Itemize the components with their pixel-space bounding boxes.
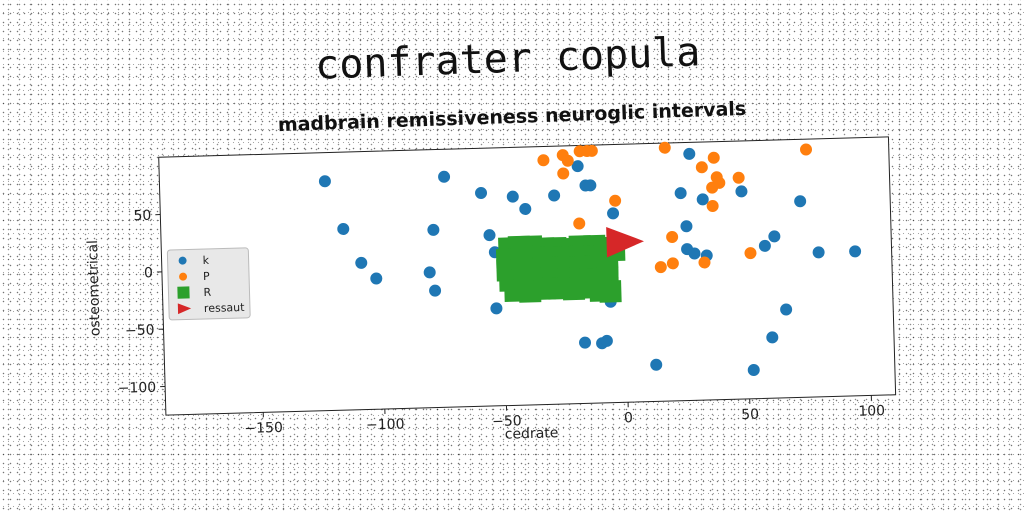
x-axis: −150 −100 −50 0 50 100	[244, 395, 885, 437]
data-point-p	[561, 154, 574, 167]
data-point-p	[666, 257, 679, 270]
data-point-p	[585, 144, 598, 157]
plot-area: −150 −100 −50 0 50 100 50 0 −50 −100 cedrate ost…	[85, 136, 897, 443]
y-axis: 50 0 −50 −100	[117, 208, 166, 397]
data-point-p	[706, 200, 719, 213]
data-point-k	[780, 303, 793, 316]
x-tick-label: 50	[741, 407, 759, 423]
data-point-p	[707, 151, 720, 164]
y-tick-label: −50	[125, 322, 155, 339]
x-tick-label: 0	[624, 410, 633, 426]
data-point-k	[674, 187, 687, 200]
x-axis-label: cedrate	[505, 425, 559, 442]
y-tick-label: 50	[133, 208, 151, 224]
legend-label-ressaut: ressaut	[204, 301, 246, 315]
data-point-k	[735, 185, 748, 198]
data-point-k	[429, 284, 442, 297]
data-point-p	[732, 171, 745, 184]
data-point-k	[337, 222, 350, 235]
x-tick-label: −150	[244, 420, 283, 437]
x-tick-label: −50	[492, 413, 522, 430]
data-point-p	[666, 230, 679, 243]
legend-label-k: k	[202, 254, 209, 267]
data-point-k	[483, 229, 496, 242]
data-point-k	[849, 245, 862, 258]
legend-label-r: R	[203, 286, 211, 299]
data-point-k	[519, 202, 532, 215]
data-point-k	[600, 334, 613, 347]
data-point-k	[318, 175, 331, 188]
data-point-k	[427, 223, 440, 236]
data-point-p	[557, 167, 570, 180]
data-point-k	[680, 220, 693, 233]
data-point-p	[537, 154, 550, 167]
data-point-k	[506, 190, 519, 203]
legend-marker-k	[178, 256, 187, 265]
data-point-k	[579, 336, 592, 349]
y-tick-label: 0	[144, 265, 153, 281]
data-point-ressaut	[606, 226, 644, 258]
data-marks	[318, 141, 862, 377]
y-axis-label: osteometrical	[85, 240, 104, 337]
data-point-k	[747, 364, 760, 377]
data-point-p	[573, 217, 586, 230]
x-tick-label: 100	[858, 403, 885, 420]
legend-marker-ressaut	[177, 303, 192, 315]
data-point-k	[688, 247, 701, 260]
chart-title: confrater copula	[314, 29, 701, 88]
data-point-k	[766, 331, 779, 344]
data-point-k	[438, 170, 451, 183]
data-point-k	[650, 358, 663, 371]
data-point-r	[599, 280, 622, 303]
legend-marker-r	[177, 286, 190, 299]
data-point-k	[584, 179, 597, 192]
data-point-k	[370, 272, 383, 285]
y-tick-label: −100	[117, 380, 156, 397]
chart-subtitle: madbrain remissiveness neuroglic interva…	[277, 98, 746, 136]
data-point-k	[758, 239, 771, 252]
data-point-p	[658, 141, 671, 154]
data-point-p	[744, 247, 757, 260]
data-point-k	[355, 256, 368, 269]
legend-box	[166, 247, 251, 321]
data-point-p	[698, 256, 711, 269]
data-point-k	[794, 195, 807, 208]
data-point-p	[800, 143, 813, 156]
data-point-k	[768, 230, 781, 243]
data-point-p	[654, 261, 667, 274]
data-point-k	[548, 189, 561, 202]
data-point-k	[423, 266, 436, 279]
data-point-p	[713, 176, 726, 189]
data-point-k	[812, 246, 825, 259]
data-point-p	[695, 161, 708, 174]
data-point-k	[571, 160, 584, 173]
data-point-p	[609, 194, 622, 207]
data-point-k	[475, 186, 488, 199]
x-tick-label: −100	[366, 416, 405, 433]
data-point-k	[683, 147, 696, 160]
data-point-k	[696, 193, 709, 206]
data-point-k	[607, 207, 620, 220]
legend-label-p: P	[203, 270, 210, 283]
data-point-k	[490, 302, 503, 315]
legend-marker-p	[179, 272, 188, 281]
